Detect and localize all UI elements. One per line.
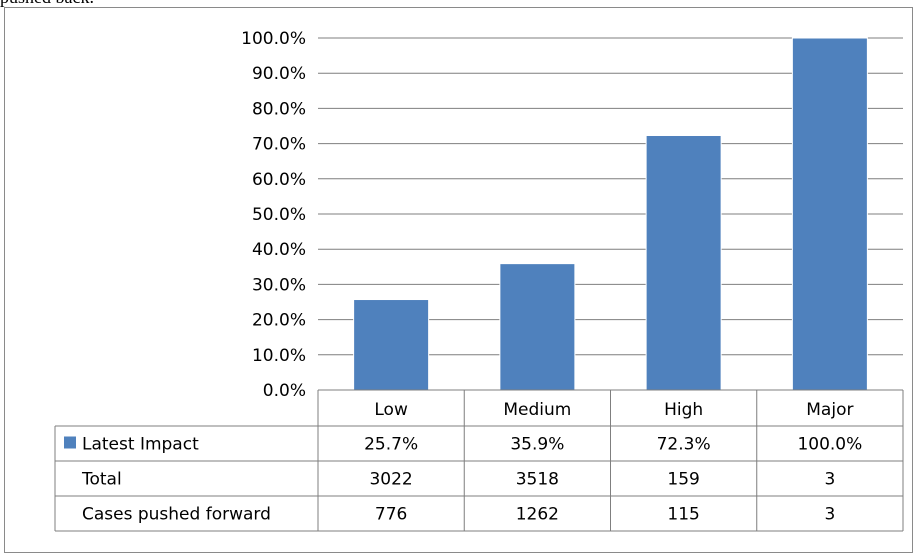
bar (353, 299, 430, 391)
table-cell: 35.9% (510, 435, 564, 455)
table-cell: 159 (667, 470, 699, 490)
bar (645, 135, 722, 391)
row-label: Cases pushed forward (82, 505, 271, 525)
category-label: Major (806, 400, 853, 420)
y-tick-label: 60.0% (252, 170, 306, 190)
table-cell: 3 (824, 470, 835, 490)
chart-frame (4, 7, 913, 553)
table-cell: 72.3% (657, 435, 711, 455)
y-tick-label: 90.0% (252, 64, 306, 84)
table-cell: 100.0% (797, 435, 862, 455)
table-cell: 3 (824, 505, 835, 525)
table-cell: 3518 (516, 470, 559, 490)
table-cell: 776 (375, 505, 407, 525)
table-cell: 3022 (369, 470, 412, 490)
bar (791, 37, 868, 391)
table-cell: 115 (667, 505, 699, 525)
y-tick-label: 20.0% (252, 311, 306, 331)
category-label: Medium (503, 400, 571, 420)
row-label: Total (81, 470, 122, 490)
y-tick-label: 10.0% (252, 346, 306, 366)
legend-key (64, 436, 76, 449)
table-cell: 1262 (516, 505, 559, 525)
y-tick-label: 30.0% (252, 275, 306, 295)
y-tick-label: 0.0% (263, 381, 306, 401)
category-label: Low (374, 400, 408, 420)
clipped-caption: pushed back. (0, 0, 94, 8)
bar (499, 263, 576, 391)
y-tick-label: 80.0% (252, 99, 306, 119)
category-label: High (664, 400, 703, 420)
y-tick-label: 40.0% (252, 240, 306, 260)
table-cell: 25.7% (364, 435, 418, 455)
y-tick-label: 50.0% (252, 205, 306, 225)
row-label: Latest Impact (82, 435, 199, 455)
y-tick-label: 100.0% (241, 29, 306, 49)
y-tick-label: 70.0% (252, 135, 306, 155)
